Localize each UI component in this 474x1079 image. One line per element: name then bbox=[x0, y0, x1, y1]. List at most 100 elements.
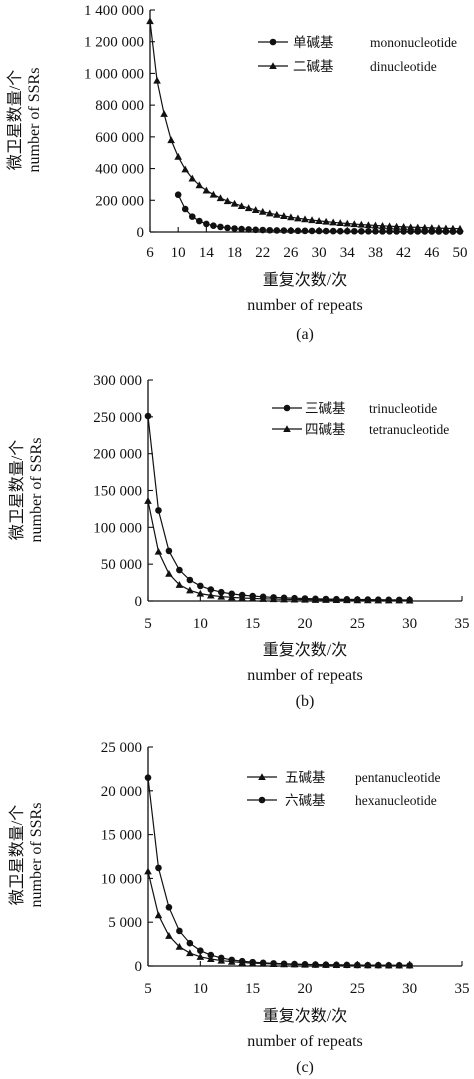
data-point bbox=[165, 904, 173, 911]
x-tick-label: 34 bbox=[340, 245, 356, 261]
legend-entry: 二碱基 dinucleotide bbox=[258, 58, 437, 74]
x-tick-label: 20 bbox=[298, 616, 313, 632]
y-tick-label: 150 000 bbox=[93, 484, 142, 500]
data-point bbox=[224, 224, 231, 232]
data-point bbox=[203, 220, 210, 228]
series-line bbox=[149, 21, 461, 230]
series-line bbox=[147, 871, 410, 966]
data-point bbox=[251, 206, 260, 213]
x-tick-label: 18 bbox=[227, 245, 242, 261]
series-trinucleotide bbox=[144, 412, 413, 604]
data-point bbox=[186, 939, 194, 947]
y-tick-label: 10 000 bbox=[101, 871, 142, 887]
data-point bbox=[238, 957, 246, 965]
legend-entry: 四碱基 tetranucleotide bbox=[272, 421, 449, 437]
data-point bbox=[290, 595, 299, 603]
legend-label-cn: 二碱基 bbox=[293, 58, 334, 74]
data-point bbox=[301, 215, 309, 223]
data-point bbox=[333, 961, 340, 969]
data-point bbox=[245, 226, 252, 233]
data-point bbox=[228, 956, 236, 964]
data-point bbox=[392, 222, 401, 230]
data-point bbox=[270, 960, 277, 967]
data-point bbox=[378, 222, 387, 229]
data-point bbox=[287, 213, 295, 221]
data-point bbox=[364, 961, 372, 969]
y-tick-label: 100 000 bbox=[93, 520, 142, 536]
data-point bbox=[217, 588, 225, 596]
chart-panel-1: 0 200 000 400 000 600 000 800 000 1 000 000 1 … bbox=[6, 3, 468, 343]
x-tick-label: 30 bbox=[402, 981, 417, 997]
data-point bbox=[154, 911, 163, 919]
data-point bbox=[343, 961, 351, 969]
data-point bbox=[280, 227, 288, 234]
y-tick-label: 20 000 bbox=[101, 784, 142, 800]
legend-label-en: hexanucleotide bbox=[355, 793, 437, 808]
data-point bbox=[259, 594, 267, 602]
x-tick-label: 42 bbox=[396, 245, 411, 261]
data-point bbox=[393, 228, 400, 235]
data-point bbox=[343, 596, 351, 604]
data-point bbox=[269, 595, 278, 603]
data-point bbox=[358, 227, 365, 235]
legend-label-cn: 三碱基 bbox=[305, 400, 346, 416]
x-tick-label: 26 bbox=[283, 245, 299, 261]
data-point bbox=[343, 227, 351, 235]
y-tick-label: 25 000 bbox=[101, 740, 142, 756]
data-point bbox=[244, 204, 253, 212]
data-point bbox=[322, 596, 330, 603]
data-point bbox=[207, 586, 215, 593]
x-axis-title-en: number of repeats bbox=[247, 297, 363, 314]
data-point bbox=[197, 582, 204, 590]
legend-marker bbox=[258, 773, 266, 781]
x-tick-label: 46 bbox=[424, 245, 440, 261]
x-tick-label: 30 bbox=[312, 245, 327, 261]
data-point bbox=[196, 217, 203, 225]
data-point bbox=[227, 593, 236, 601]
series-dinucleotide bbox=[146, 17, 464, 232]
series-pentanucleotide bbox=[144, 867, 414, 969]
legend-label-en: dinucleotide bbox=[370, 59, 437, 74]
data-point bbox=[364, 221, 373, 229]
data-point bbox=[181, 205, 189, 213]
y-tick-label: 0 bbox=[137, 225, 145, 241]
data-point bbox=[336, 227, 344, 235]
data-point bbox=[353, 596, 362, 604]
legend-marker bbox=[258, 796, 266, 804]
data-point bbox=[175, 580, 184, 588]
data-point bbox=[273, 227, 281, 234]
data-point bbox=[258, 207, 267, 215]
data-point bbox=[294, 227, 302, 235]
y-tick-label: 0 bbox=[135, 959, 143, 975]
data-point bbox=[186, 949, 194, 957]
data-point bbox=[442, 224, 450, 232]
data-point bbox=[144, 412, 152, 420]
legend-entry: 三碱基 trinucleotide bbox=[272, 400, 437, 416]
x-tick-label: 50 bbox=[453, 245, 468, 261]
legend-label-cn: 四碱基 bbox=[305, 421, 346, 437]
data-point bbox=[238, 594, 246, 602]
data-point bbox=[210, 222, 217, 229]
data-point bbox=[301, 961, 309, 968]
data-point bbox=[217, 223, 224, 231]
y-axis-title-en: number of SSRs bbox=[26, 68, 43, 173]
data-point bbox=[315, 227, 323, 235]
series-line bbox=[147, 500, 410, 602]
data-point bbox=[395, 596, 403, 604]
data-point bbox=[364, 596, 372, 604]
data-point bbox=[174, 191, 182, 199]
legend-label-cn: 五碱基 bbox=[285, 769, 326, 785]
data-point bbox=[186, 576, 194, 584]
data-point bbox=[379, 228, 386, 235]
x-tick-label: 10 bbox=[171, 245, 186, 261]
data-point bbox=[311, 595, 320, 603]
data-point bbox=[312, 961, 319, 968]
legend-entry: 单碱基 mononucleotide bbox=[258, 34, 457, 50]
data-point bbox=[332, 596, 341, 604]
data-point bbox=[197, 947, 204, 954]
data-point bbox=[175, 942, 184, 950]
x-tick-label: 6 bbox=[146, 245, 154, 261]
x-tick-label: 38 bbox=[368, 245, 383, 261]
data-point bbox=[155, 507, 162, 514]
